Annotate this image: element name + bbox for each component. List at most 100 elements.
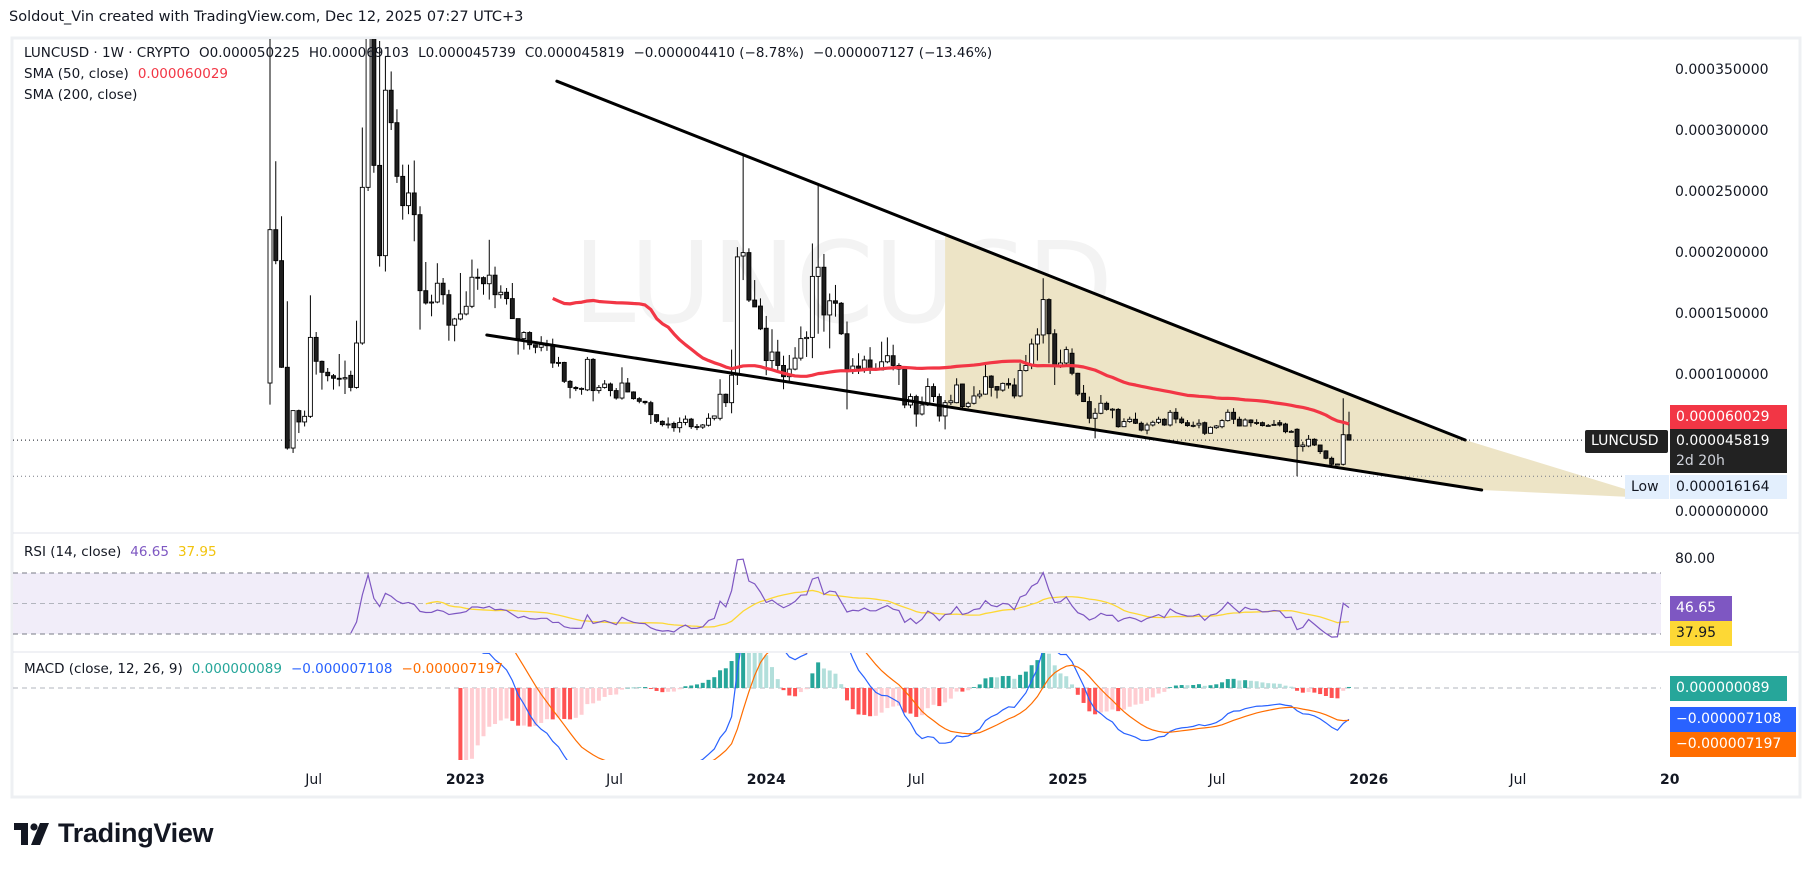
candle xyxy=(948,394,954,405)
main-pane[interactable]: LUNCUSD xyxy=(13,0,1668,499)
candle xyxy=(359,127,365,345)
lower-trendline[interactable] xyxy=(485,333,1484,492)
candle xyxy=(1346,411,1352,441)
macd-legend[interactable]: MACD (close, 12, 26, 9) 0.000000089 −0.0… xyxy=(24,659,503,679)
last-price-value: 0.000045819 xyxy=(1676,433,1770,449)
candle xyxy=(1017,363,1023,398)
candle-body-down xyxy=(988,375,994,388)
candle xyxy=(700,424,706,429)
candle-body-down xyxy=(1173,411,1179,420)
falling-wedge-fill[interactable] xyxy=(945,234,1655,499)
macd-histogram-bar xyxy=(1006,675,1011,688)
macd-histogram-bar xyxy=(758,653,763,688)
macd-line-value: −0.000007108 xyxy=(290,661,393,677)
symbol-legend[interactable]: LUNCUSD · 1W · CRYPTO O0.000050225 H0.00… xyxy=(24,43,992,63)
macd-histogram-bar xyxy=(712,677,717,688)
rsi-pane[interactable] xyxy=(13,558,1668,638)
sma200-title[interactable]: SMA (200, close) xyxy=(24,87,138,103)
price-tick-label: 0.000100000 xyxy=(1675,367,1769,383)
candle xyxy=(440,277,446,305)
candle xyxy=(596,384,602,394)
candle-body-down xyxy=(504,291,510,300)
macd-histogram-bar xyxy=(614,688,619,695)
candle-body-down xyxy=(1006,382,1012,386)
macd-histogram-bar xyxy=(1018,674,1023,688)
macd-histogram-bar xyxy=(943,688,948,703)
macd-title[interactable]: MACD (close, 12, 26, 9) xyxy=(24,661,183,677)
candle xyxy=(279,216,284,368)
macd-histogram-bar xyxy=(493,688,498,725)
macd-line xyxy=(481,653,1350,760)
price-tick-label: 0.000200000 xyxy=(1675,245,1769,261)
candle xyxy=(682,415,688,426)
macd-histogram-bar xyxy=(1271,683,1276,688)
candle-body-down xyxy=(833,300,838,304)
sma50-title[interactable]: SMA (50, close) xyxy=(24,66,129,82)
candle-body-up xyxy=(486,274,492,285)
ohlc-close: C0.000045819 xyxy=(524,45,625,61)
candle xyxy=(579,387,585,395)
time-axis[interactable]: Jul 2023 Jul 2024 Jul 2025 Jul 2026 Jul 20 xyxy=(304,772,1680,788)
candle xyxy=(1306,435,1312,448)
rsi-title[interactable]: RSI (14, close) xyxy=(24,544,122,560)
rsi-legend[interactable]: RSI (14, close) 46.65 37.95 xyxy=(24,542,217,562)
candle-body-down xyxy=(567,380,573,388)
candle-body-down xyxy=(532,344,538,348)
candle xyxy=(983,363,988,395)
trendlines[interactable] xyxy=(485,79,1484,492)
macd-histogram-bar xyxy=(1070,684,1075,688)
candle-body-up xyxy=(948,400,954,404)
time-tick-label: 20 xyxy=(1660,772,1680,788)
candle xyxy=(290,410,296,453)
candle xyxy=(919,396,925,416)
price-axis[interactable]: 0.000350000 0.000300000 0.000250000 0.00020… xyxy=(1675,62,1769,567)
candle xyxy=(913,394,919,427)
macd-histogram-bar xyxy=(643,687,648,688)
candle-body-down xyxy=(284,366,290,449)
macd-histogram-bar xyxy=(619,688,624,690)
candle xyxy=(815,184,821,334)
symbol-info[interactable]: LUNCUSD · 1W · CRYPTO xyxy=(24,45,190,61)
low-price-label: 0.000016164 xyxy=(1670,475,1787,499)
macd-histogram-bar xyxy=(798,688,803,693)
candle xyxy=(1323,450,1329,460)
candle xyxy=(1213,424,1219,429)
candle-body-up xyxy=(290,410,296,449)
candle xyxy=(884,337,890,364)
macd-histogram-bar xyxy=(971,687,976,688)
candle-body-down xyxy=(550,344,556,364)
wedge-pattern-area[interactable] xyxy=(945,234,1655,499)
candle-body-up xyxy=(1092,412,1098,419)
candle-body-down xyxy=(1075,372,1081,395)
candle-body-up xyxy=(919,404,925,415)
upper-trendline[interactable] xyxy=(555,79,1467,442)
candle-body-down xyxy=(475,276,481,279)
candle-body-up xyxy=(734,256,740,376)
macd-histogram-bar xyxy=(475,688,480,746)
candle xyxy=(573,386,579,392)
candle-body-down xyxy=(959,383,965,408)
macd-histogram-bar xyxy=(1139,688,1144,704)
macd-histogram-bar xyxy=(1225,679,1230,688)
candle xyxy=(1081,384,1087,403)
candle xyxy=(319,360,325,390)
sma200-legend[interactable]: SMA (200, close) xyxy=(24,85,137,105)
candle-body-down xyxy=(527,332,533,346)
candle xyxy=(1127,416,1133,423)
macd-histogram-bar xyxy=(1156,688,1161,694)
macd-hist-price-label: 0.000000089 xyxy=(1670,676,1787,701)
candle-body-down xyxy=(821,266,827,316)
candle-body-up xyxy=(354,342,359,388)
candle xyxy=(1271,419,1277,426)
tradingview-logo[interactable]: TradingView xyxy=(14,818,214,849)
candle xyxy=(406,164,411,215)
macd-histogram-bar xyxy=(1127,688,1132,707)
macd-histogram-bar xyxy=(648,688,653,689)
candle xyxy=(1190,421,1196,428)
macd-histogram-bar xyxy=(1023,671,1028,688)
sma50-legend[interactable]: SMA (50, close) 0.000060029 xyxy=(24,64,228,84)
candle xyxy=(954,378,960,404)
macd-pane[interactable] xyxy=(13,404,1668,787)
macd-histogram-bar xyxy=(660,688,665,693)
